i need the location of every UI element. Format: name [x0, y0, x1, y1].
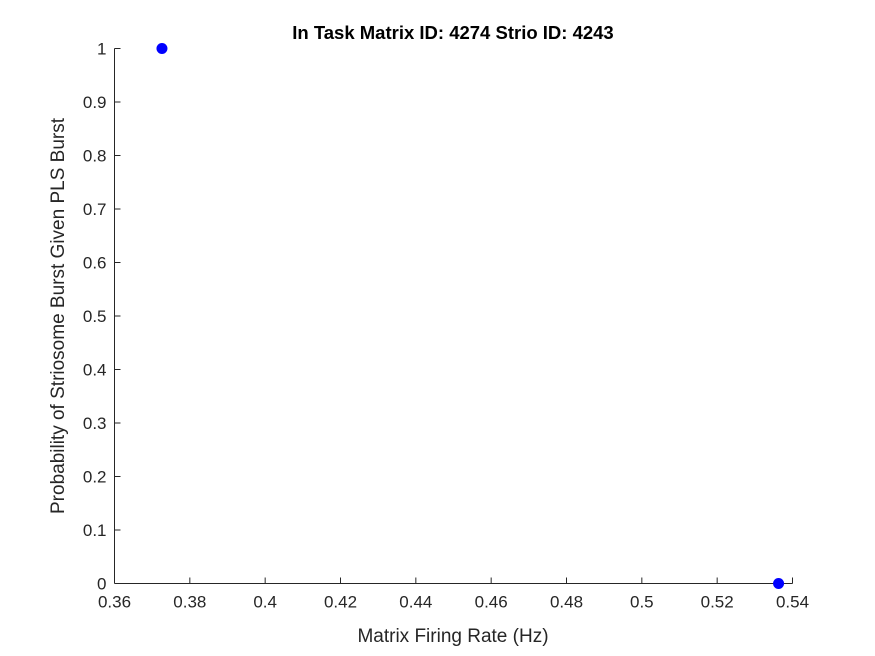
x-tick-label: 0.38 [173, 593, 206, 612]
y-tick-label: 1 [97, 40, 106, 59]
y-tick-label: 0.6 [83, 254, 107, 273]
x-tick-label: 0.44 [399, 593, 432, 612]
y-tick-label: 0.7 [83, 200, 107, 219]
x-tick-label: 0.42 [324, 593, 357, 612]
y-tick-label: 0.1 [83, 521, 107, 540]
y-ticks: 0 0.1 0.2 0.3 0.4 0.5 0.6 0.7 0.8 0.9 1 [83, 40, 121, 594]
y-tick-label: 0.8 [83, 147, 107, 166]
data-point [773, 578, 785, 589]
y-tick-label: 0.9 [83, 93, 107, 112]
x-tick-label: 0.4 [253, 593, 277, 612]
x-tick-label: 0.54 [776, 593, 809, 612]
x-ticks: 0.36 0.38 0.4 0.42 0.44 0.46 0.48 0.5 0.52 0.54 [98, 577, 809, 612]
chart-title: In Task Matrix ID: 4274 Strio ID: 4243 [292, 22, 613, 43]
y-tick-label: 0 [97, 575, 106, 594]
data-points [156, 43, 785, 589]
x-tick-label: 0.52 [701, 593, 734, 612]
x-tick-label: 0.46 [475, 593, 508, 612]
y-tick-label: 0.2 [83, 468, 107, 487]
y-tick-label: 0.3 [83, 414, 107, 433]
axes [114, 48, 793, 584]
data-point [156, 43, 168, 54]
x-tick-label: 0.48 [550, 593, 583, 612]
x-tick-label: 0.36 [98, 593, 131, 612]
y-tick-label: 0.4 [83, 361, 107, 380]
y-axis-label: Probability of Striosome Burst Given PLS… [48, 117, 69, 514]
x-axis-label: Matrix Firing Rate (Hz) [357, 626, 548, 647]
y-tick-label: 0.5 [83, 307, 107, 326]
x-tick-label: 0.5 [630, 593, 654, 612]
